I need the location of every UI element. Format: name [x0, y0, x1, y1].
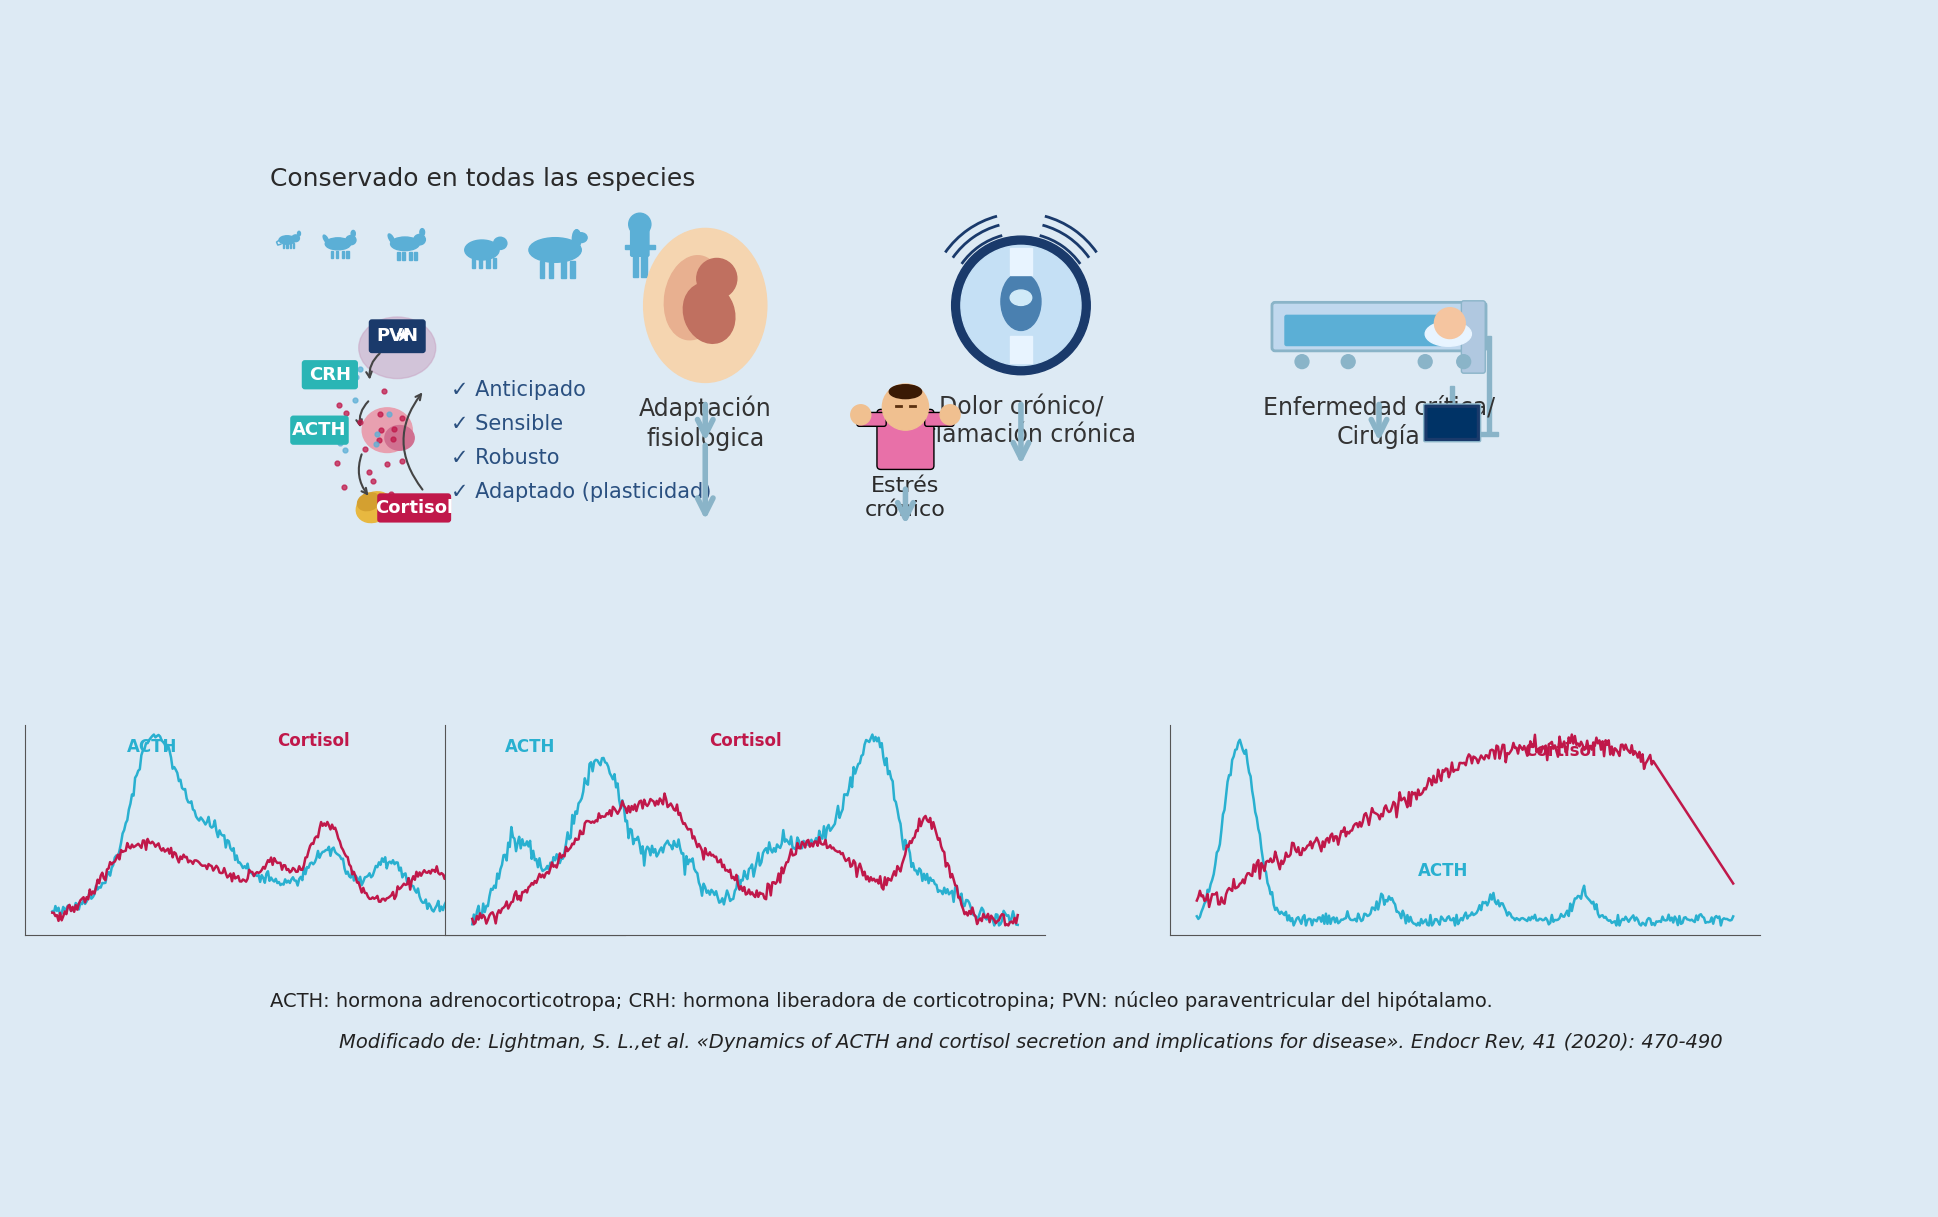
Bar: [492, 258, 496, 268]
Bar: [486, 258, 490, 268]
FancyBboxPatch shape: [1424, 404, 1481, 442]
FancyBboxPatch shape: [1461, 301, 1485, 374]
Bar: [641, 253, 647, 277]
Bar: [415, 252, 417, 259]
Bar: [562, 262, 566, 279]
Ellipse shape: [529, 237, 581, 263]
Circle shape: [882, 385, 928, 430]
Circle shape: [1295, 354, 1308, 369]
Circle shape: [1341, 354, 1355, 369]
FancyBboxPatch shape: [291, 415, 349, 444]
Bar: [548, 262, 552, 279]
Circle shape: [1419, 354, 1432, 369]
Ellipse shape: [643, 229, 767, 382]
FancyBboxPatch shape: [1271, 302, 1486, 350]
FancyBboxPatch shape: [924, 413, 953, 426]
Bar: [570, 262, 576, 279]
Text: ACTH: ACTH: [506, 739, 556, 756]
Circle shape: [1434, 308, 1465, 338]
FancyBboxPatch shape: [878, 409, 934, 470]
Ellipse shape: [386, 426, 415, 450]
Bar: [409, 252, 411, 259]
FancyBboxPatch shape: [378, 493, 452, 522]
Circle shape: [961, 246, 1081, 365]
Bar: [1010, 336, 1031, 363]
Text: Estrés
crónico: Estrés crónico: [864, 476, 946, 520]
Ellipse shape: [362, 408, 413, 453]
Ellipse shape: [326, 237, 351, 249]
Ellipse shape: [293, 235, 298, 242]
Ellipse shape: [388, 234, 395, 243]
Circle shape: [952, 236, 1091, 375]
Ellipse shape: [1424, 321, 1471, 347]
FancyBboxPatch shape: [302, 360, 359, 389]
Text: Conservado en todas las especies: Conservado en todas las especies: [269, 167, 696, 191]
Ellipse shape: [351, 230, 355, 237]
Text: Cortisol: Cortisol: [709, 731, 781, 750]
Text: ✓ Sensible: ✓ Sensible: [452, 414, 564, 434]
FancyBboxPatch shape: [857, 413, 886, 426]
Bar: [397, 252, 399, 259]
Bar: [479, 258, 483, 268]
Ellipse shape: [1000, 273, 1041, 331]
Ellipse shape: [324, 235, 329, 243]
Bar: [331, 251, 333, 258]
Bar: [473, 258, 475, 268]
Bar: [335, 251, 337, 258]
Bar: [634, 253, 638, 277]
Bar: [647, 245, 655, 249]
Ellipse shape: [665, 256, 723, 340]
Ellipse shape: [494, 237, 508, 249]
FancyBboxPatch shape: [1285, 315, 1444, 347]
Text: Dolor crónico/
Inflamación crónica: Dolor crónico/ Inflamación crónica: [905, 396, 1136, 448]
FancyBboxPatch shape: [368, 319, 426, 353]
Text: ACTH: ACTH: [293, 421, 347, 439]
Ellipse shape: [1010, 290, 1031, 305]
Bar: [1479, 432, 1498, 437]
Bar: [1010, 248, 1031, 275]
Bar: [347, 251, 349, 258]
Text: Adaptación
fisiológica: Adaptación fisiológica: [640, 396, 771, 450]
Ellipse shape: [415, 235, 424, 245]
Text: ACTH: ACTH: [128, 739, 178, 756]
Bar: [539, 262, 545, 279]
Ellipse shape: [391, 237, 419, 251]
FancyBboxPatch shape: [1428, 408, 1477, 438]
Text: Enfermedad crítica/
Cirugía: Enfermedad crítica/ Cirugía: [1264, 396, 1494, 449]
Ellipse shape: [421, 229, 424, 236]
Text: Cortisol: Cortisol: [277, 731, 349, 750]
Ellipse shape: [572, 230, 581, 248]
Bar: [403, 252, 405, 259]
Text: CRH: CRH: [310, 366, 351, 383]
Circle shape: [698, 258, 736, 298]
Ellipse shape: [465, 240, 500, 260]
Text: ✓ Anticipado: ✓ Anticipado: [452, 380, 585, 400]
Text: ACTH: hormona adrenocorticotropa; CRH: hormona liberadora de corticotropina; PVN: ACTH: hormona adrenocorticotropa; CRH: h…: [269, 991, 1492, 1011]
Ellipse shape: [357, 492, 391, 522]
Ellipse shape: [357, 493, 380, 511]
Text: Modificado de: Lightman, S. L.,et al. «Dynamics of ACTH and cortisol secretion a: Modificado de: Lightman, S. L.,et al. «D…: [339, 1033, 1723, 1051]
Ellipse shape: [890, 385, 922, 399]
Ellipse shape: [279, 236, 295, 245]
Text: ✓ Adaptado (plasticidad): ✓ Adaptado (plasticidad): [452, 482, 711, 501]
Text: PVN: PVN: [376, 327, 419, 346]
Text: ACTH: ACTH: [1419, 862, 1469, 880]
Circle shape: [628, 213, 651, 235]
Bar: [1486, 336, 1490, 432]
Ellipse shape: [345, 236, 357, 245]
Ellipse shape: [684, 282, 735, 343]
FancyBboxPatch shape: [630, 229, 649, 257]
Text: Cortisol: Cortisol: [1523, 742, 1597, 761]
Circle shape: [940, 405, 959, 425]
Circle shape: [851, 405, 870, 425]
Ellipse shape: [298, 231, 300, 236]
Bar: [624, 245, 634, 249]
Text: Cortisol: Cortisol: [376, 499, 453, 517]
Circle shape: [1457, 354, 1471, 369]
Bar: [1450, 386, 1454, 409]
Bar: [341, 251, 343, 258]
Text: ✓ Robusto: ✓ Robusto: [452, 448, 560, 467]
Ellipse shape: [576, 232, 587, 242]
Ellipse shape: [359, 316, 436, 378]
